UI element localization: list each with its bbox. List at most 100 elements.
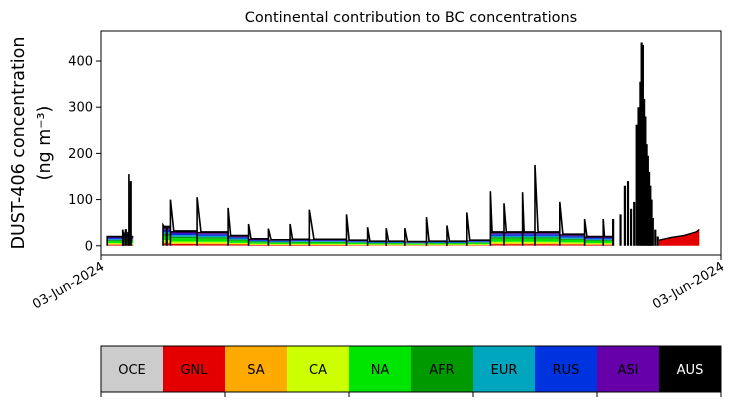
episode-21-afr-area: [535, 237, 560, 239]
episode-16-total-line: [446, 225, 467, 246]
episode-13: [385, 228, 405, 246]
episode-0-total-line: [106, 235, 123, 246]
episode-11-rus-area: [346, 241, 368, 242]
legend-swatch-eur: [473, 346, 536, 392]
episode-21: [534, 164, 560, 246]
episode-21-sa-area: [535, 243, 560, 245]
episode-18-total-line: [489, 191, 504, 246]
episode-10-rus-area: [309, 240, 347, 242]
episode-12: [366, 227, 387, 246]
episode-5-total-line: [196, 197, 229, 246]
episode-24: [602, 218, 614, 246]
episode-6-total-line: [227, 207, 249, 246]
episode-0-eur-area: [107, 239, 123, 241]
episode-4-afr-area: [170, 236, 198, 239]
episode-16-rus-area: [446, 241, 467, 243]
episode-10-na-area: [309, 242, 347, 244]
episode-23-total-line: [583, 218, 604, 246]
legend-swatch-afr: [411, 346, 474, 392]
episode-17-ca-area: [466, 244, 491, 245]
episode-8-total-line: [267, 228, 291, 246]
legend-swatch-asi: [597, 346, 660, 392]
episode-20-afr-area: [522, 237, 535, 239]
episode-21-na-area: [535, 238, 560, 242]
episode-5-asi-area: [197, 233, 229, 235]
plot-marks: [106, 42, 700, 246]
legend-label-rus: RUS: [553, 363, 580, 378]
episode-0-na-area: [107, 241, 123, 244]
legend-label-eur: EUR: [491, 363, 518, 378]
episode-24-na-area: [603, 241, 614, 244]
episode-11-na-area: [346, 242, 368, 245]
episode-23-na-area: [584, 241, 604, 244]
episode-22-asi-area: [559, 235, 585, 237]
episode-4-eur-area: [170, 235, 198, 237]
episode-14-total-line: [404, 228, 427, 246]
episode-19-asi-area: [504, 233, 523, 235]
episode-24-total-line: [602, 218, 614, 246]
episode-19-total-line: [503, 203, 523, 246]
episode-20-gnl-area: [522, 244, 535, 246]
episode-16: [446, 225, 467, 246]
legend-swatch-oce: [101, 346, 164, 392]
episode-20-rus-area: [522, 234, 535, 236]
tail-gnl-area: [659, 229, 700, 246]
episode-8-gnl-area: [268, 245, 291, 246]
episode-23: [583, 218, 604, 246]
episode-7-rus-area: [248, 240, 269, 241]
plot-frame: [100, 30, 722, 256]
episode-7-total-line: [247, 223, 269, 246]
episode-17-total-line: [466, 212, 491, 246]
episode-20-eur-area: [522, 235, 535, 238]
episode-17-na-area: [466, 242, 491, 245]
x-axis-ticks: 03-Jun-2024 03-Jun-2024: [30, 255, 727, 312]
episode-8-rus-area: [268, 240, 291, 242]
episode-11-total-line: [345, 214, 368, 246]
episode-4-asi-area: [170, 232, 198, 234]
episode-21-asi-area: [535, 233, 560, 235]
legend-swatch-gnl: [163, 346, 226, 392]
episode-4-rus-area: [170, 233, 198, 236]
episode-13-total-line: [385, 228, 405, 246]
episode-4-total-line: [169, 199, 198, 246]
episode-9-total-line: [289, 223, 310, 246]
episode-13-rus-area: [386, 241, 405, 243]
legend-label-na: NA: [371, 363, 390, 378]
episode-17: [466, 212, 491, 246]
episode-7-na-area: [248, 242, 269, 244]
episode-20-asi-area: [522, 233, 535, 235]
y-axis-ticks: 0 100 200 300 400: [68, 55, 101, 254]
episode-16-ca-area: [446, 244, 467, 245]
episode-0: [106, 235, 123, 246]
episode-21-total-line: [534, 164, 560, 246]
episode-24-rus-area: [603, 238, 614, 240]
legend-swatch-aus: [659, 346, 722, 392]
episode-5-rus-area: [197, 234, 229, 236]
episode-24-gnl-area: [603, 244, 614, 246]
episode-8-na-area: [268, 242, 291, 245]
episode-12-ca-area: [367, 244, 387, 245]
episode-13-na-area: [386, 243, 405, 245]
legend-label-asi: ASI: [618, 363, 639, 378]
legend-swatch-sa: [225, 346, 288, 392]
episode-15-rus-area: [426, 241, 447, 243]
legend-swatch-ca: [287, 346, 350, 392]
episode-15-na-area: [426, 243, 447, 245]
chart-title: Continental contribution to BC concentra…: [245, 10, 577, 26]
legend-label-sa: SA: [247, 363, 264, 378]
episode-19-gnl-area: [504, 244, 523, 246]
episode-0-gnl-area: [107, 244, 123, 246]
episode-22-rus-area: [559, 236, 585, 238]
episode-9-rus-area: [290, 240, 310, 242]
episode-7-gnl-area: [248, 244, 269, 246]
episode-11-ca-area: [346, 244, 368, 245]
episode-9-gnl-area: [290, 244, 310, 246]
episode-23-gnl-area: [584, 244, 604, 246]
y-axis-label-line2: (ng m⁻³): [35, 106, 55, 181]
x-tick-label-1: 03-Jun-2024: [650, 259, 727, 312]
episode-17-rus-area: [466, 241, 491, 242]
episode-20-total-line: [521, 192, 535, 246]
episode-12-na-area: [367, 243, 387, 245]
episode-11: [345, 214, 368, 246]
episode-18-gnl-area: [490, 244, 504, 246]
